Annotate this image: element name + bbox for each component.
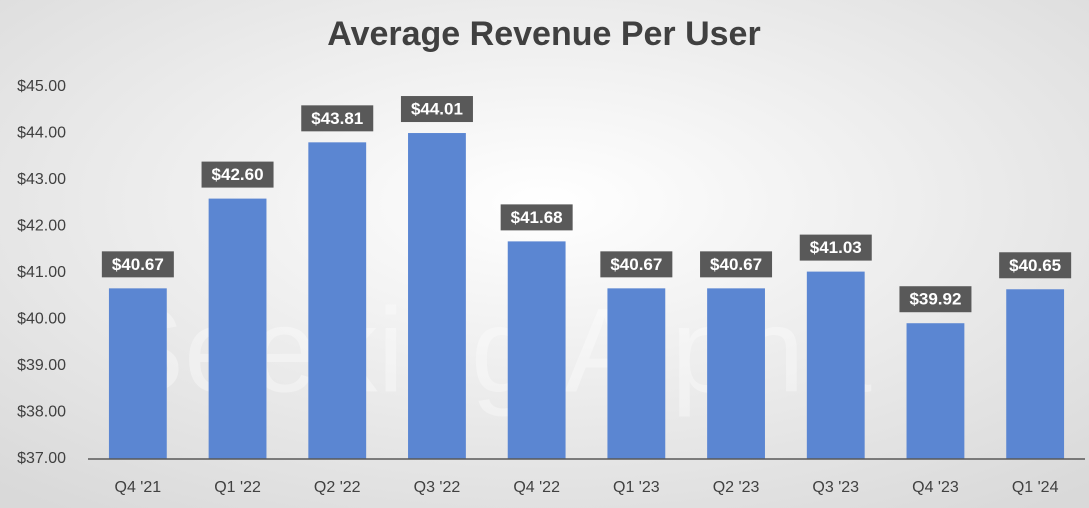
y-tick-label: $37.00 [17,450,66,467]
y-tick-label: $38.00 [17,404,66,421]
value-label-box [899,286,972,313]
y-tick-label: $44.00 [17,125,66,142]
bar [906,323,965,459]
chart-title: Average Revenue Per User [327,15,760,53]
value-label-box [101,251,174,278]
value-label-box [700,251,773,278]
y-tick-label: $41.00 [17,264,66,281]
value-label-box [500,204,573,231]
bar [1006,289,1065,459]
x-tick-label: Q2 '23 [713,479,760,496]
value-label: $40.67 [112,255,164,274]
bar [707,288,765,459]
y-tick-label: $43.00 [17,171,66,188]
bar [607,288,666,459]
x-tick-label: Q4 '23 [912,479,959,496]
value-label: $43.81 [311,109,363,128]
x-tick-label: Q4 '21 [115,479,162,496]
y-tick-label: $39.00 [17,357,66,374]
x-tick-label: Q3 '22 [414,479,461,496]
bar [507,241,566,459]
y-tick-label: $40.00 [17,311,66,328]
x-tick-label: Q1 '22 [214,479,261,496]
value-label: $40.67 [710,255,762,274]
x-tick-label: Q1 '23 [613,479,660,496]
bar [108,288,167,459]
value-label-box [400,96,473,123]
x-tick-label: Q2 '22 [314,479,361,496]
value-label-box [301,105,374,132]
bar [408,133,466,459]
x-tick-label: Q3 '23 [812,479,859,496]
bar [806,271,865,459]
value-label-box [799,234,872,261]
value-label: $40.65 [1009,256,1061,275]
value-label: $39.92 [909,290,961,309]
y-tick-label: $42.00 [17,218,66,235]
value-label: $42.60 [212,165,264,184]
y-tick-label: $45.00 [17,78,66,95]
value-label-box [201,161,274,188]
value-label-box [600,251,673,278]
x-tick-label: Q1 '24 [1012,479,1059,496]
value-label: $40.67 [610,255,662,274]
x-tick-label: Q4 '22 [513,479,560,496]
value-label-box [999,252,1072,279]
value-label: $41.03 [810,238,862,257]
bar [308,142,367,459]
bar [208,198,267,459]
value-label: $44.01 [411,100,463,119]
value-label: $41.68 [511,208,563,227]
